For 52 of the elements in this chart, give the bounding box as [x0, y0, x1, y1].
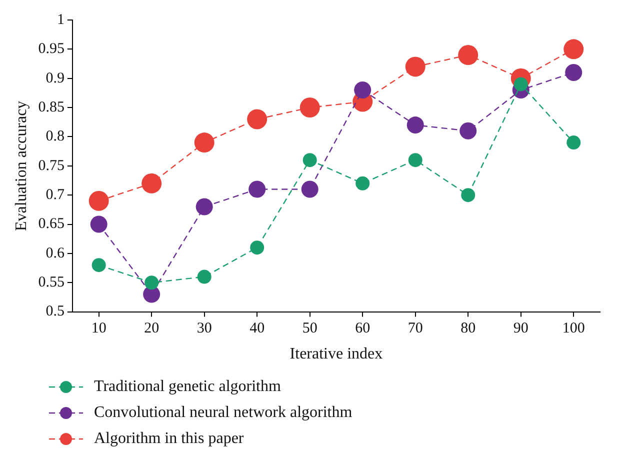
point [408, 153, 422, 168]
point [566, 136, 581, 150]
y-tick-label: 0.95 [38, 41, 64, 58]
x-tick-label: 60 [355, 320, 370, 337]
y-tick-label: 0.85 [38, 99, 64, 116]
y-tick-label: 0.65 [38, 216, 64, 232]
point [92, 258, 106, 272]
point [458, 45, 478, 66]
point [197, 270, 212, 284]
point [300, 98, 320, 118]
point [90, 216, 108, 233]
y-tick-label: 0.9 [46, 70, 64, 86]
x-tick-label: 90 [513, 320, 528, 337]
point [461, 188, 476, 202]
point [250, 240, 264, 255]
x-axis-title: Iterative index [290, 346, 383, 363]
y-tick-label: 1 [56, 12, 64, 28]
x-tick-label: 30 [196, 320, 212, 337]
y-tick-label: 0.5 [46, 304, 64, 320]
y-tick-label: 0.7 [46, 187, 65, 204]
legend-label: Traditional genetic algorithm [94, 378, 281, 396]
point [301, 180, 318, 198]
y-tick-label: 0.8 [46, 128, 64, 145]
point [405, 56, 426, 77]
point [565, 64, 582, 82]
legend-label: Algorithm in this paper [94, 430, 244, 448]
point [247, 109, 268, 130]
point [88, 190, 109, 211]
x-tick-label: 10 [91, 320, 106, 337]
point [514, 77, 528, 92]
point [248, 180, 266, 198]
point [356, 176, 370, 190]
point [354, 82, 372, 99]
point [194, 132, 214, 153]
x-tick-label: 100 [562, 320, 585, 337]
point [196, 198, 213, 216]
x-tick-label: 20 [144, 320, 160, 337]
x-tick-label: 40 [250, 320, 265, 337]
x-tick-label: 70 [408, 320, 423, 337]
point [406, 116, 424, 134]
legend-label: Convolutional neural network algorithm [94, 404, 352, 422]
point [302, 153, 317, 168]
y-axis-title: Evaluation accuracy [12, 100, 30, 231]
point [142, 173, 162, 194]
y-tick-label: 0.55 [38, 274, 64, 291]
x-tick-label: 80 [460, 320, 476, 337]
y-tick-label: 0.75 [38, 158, 64, 174]
y-tick-label: 0.6 [46, 245, 65, 262]
x-tick-label: 50 [302, 320, 318, 337]
point [460, 122, 477, 140]
point [144, 276, 159, 290]
point [564, 39, 584, 60]
